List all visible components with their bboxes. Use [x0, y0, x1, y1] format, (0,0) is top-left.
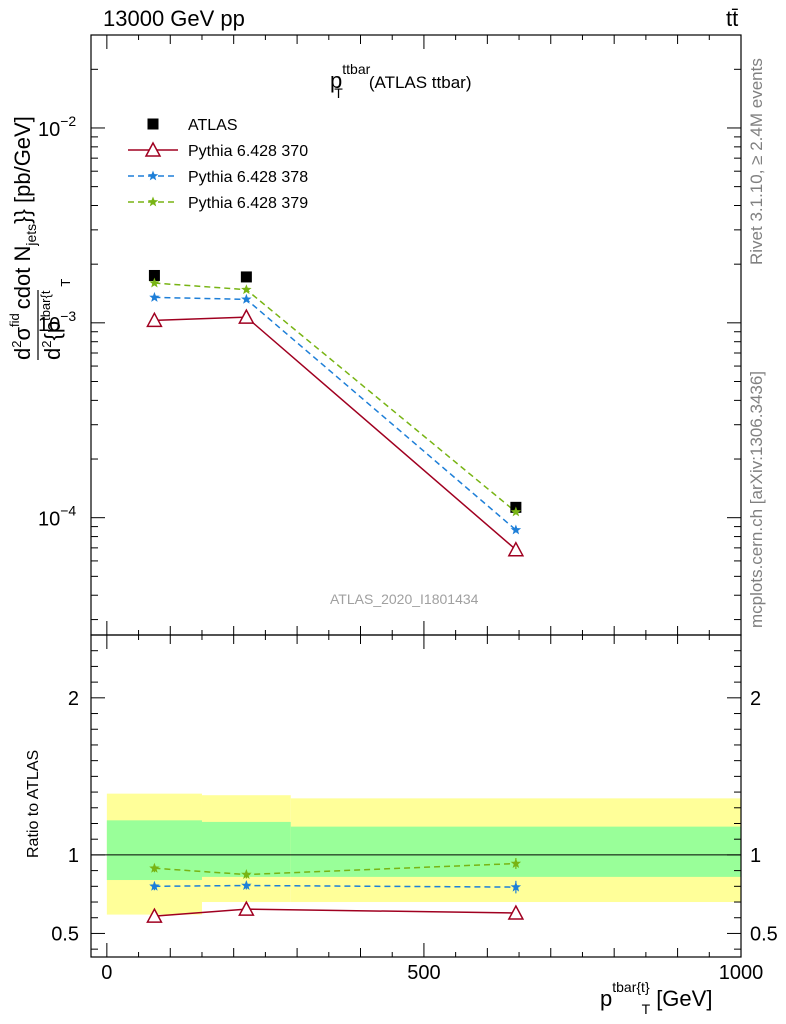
ratio-y-tick-label: 0.5 [51, 923, 79, 945]
main-data-point [148, 269, 160, 281]
legend-label: Pythia 6.428 378 [188, 169, 308, 186]
ratio-data-point [507, 904, 525, 920]
ratio-band-bin [201, 821, 291, 877]
legend: ATLAS Pythia 6.428 370 Pythia 6.428 378 Pyt… [128, 117, 308, 212]
ratio-data-point [238, 900, 255, 916]
ratio-data-point [241, 869, 252, 879]
main-series-line [154, 296, 517, 531]
x-tick-label: 1000 [719, 962, 764, 984]
main-data-point [241, 293, 252, 304]
svg-text:d2{ptbar{tT: d2{ptbar{tT [38, 279, 73, 360]
analysis-watermark: ATLAS_2020_I1801434 [330, 591, 479, 607]
legend-marker [147, 170, 159, 181]
main-axes: 10−2 10−3 10−4 [38, 34, 742, 635]
main-data-point [510, 524, 522, 535]
ratio-data-point [149, 880, 160, 891]
main-y-tick-label: 10−2 [38, 113, 76, 141]
ratio-y-tick-label: 1 [68, 845, 79, 867]
x-axis-label: ptbar{t} T [GeV] [600, 979, 712, 1017]
rivet-version-label: Rivet 3.1.10, ≥ 2.4M events [747, 58, 766, 265]
panel-title: pttbar T(ATLAS ttbar) [330, 61, 471, 101]
ratio-y-tick-label: 0.5 [750, 923, 778, 945]
ratio-axes: 0.5 0.5 1 1 2 2 0 500 1000 [51, 635, 778, 984]
legend-label: ATLAS [188, 117, 238, 134]
main-data-point [149, 277, 160, 288]
ratio-data-point [241, 880, 252, 890]
main-y-axis-label: d2σfidcdot Njets}} [pb/GeV] d2{ptbar{tT [7, 116, 73, 360]
ratio-plot-frame [90, 634, 742, 958]
ratio-y-axis-label: Ratio to ATLAS [25, 750, 42, 858]
svg-text:d2σfidcdot Njets}} [pb/GeV]: d2σfidcdot Njets}} [pb/GeV] [7, 116, 39, 360]
main-data-point [240, 271, 252, 283]
main-data-point [510, 506, 522, 517]
main-y-tick-label: 10−3 [38, 308, 76, 336]
mcplots-credit-label: mcplots.cern.ch [arXiv:1306.3436] [747, 371, 766, 628]
header-energy-label: 13000 GeV pp [103, 6, 245, 31]
legend-label: Pythia 6.428 370 [188, 143, 308, 160]
main-series-group [146, 269, 525, 557]
ratio-series-group [146, 858, 525, 923]
ratio-data-point [146, 907, 163, 923]
main-series-line [154, 282, 517, 513]
main-y-tick-label: 10−4 [38, 503, 76, 531]
header-process-label: tt̄ [726, 6, 738, 31]
ratio-y-tick-label: 2 [750, 688, 761, 710]
main-data-point [149, 291, 160, 302]
ratio-series-line [154, 908, 516, 917]
ratio-y-tick-label: 2 [68, 688, 79, 710]
ratio-data-point [510, 858, 522, 868]
main-data-point [146, 311, 163, 328]
main-data-point [238, 308, 255, 324]
x-tick-label: 0 [101, 962, 112, 984]
main-data-point [507, 541, 525, 557]
legend-marker [147, 196, 159, 207]
ratio-data-point [510, 881, 522, 892]
x-tick-label: 500 [407, 962, 440, 984]
main-data-point [241, 284, 252, 295]
legend-label: Pythia 6.428 379 [188, 195, 308, 212]
ratio-data-point [149, 862, 160, 873]
main-series-line [154, 316, 517, 551]
legend-marker [147, 118, 159, 130]
ratio-uncertainty-bands [106, 793, 741, 915]
ratio-y-tick-label: 1 [750, 845, 761, 867]
legend-marker [144, 141, 162, 157]
